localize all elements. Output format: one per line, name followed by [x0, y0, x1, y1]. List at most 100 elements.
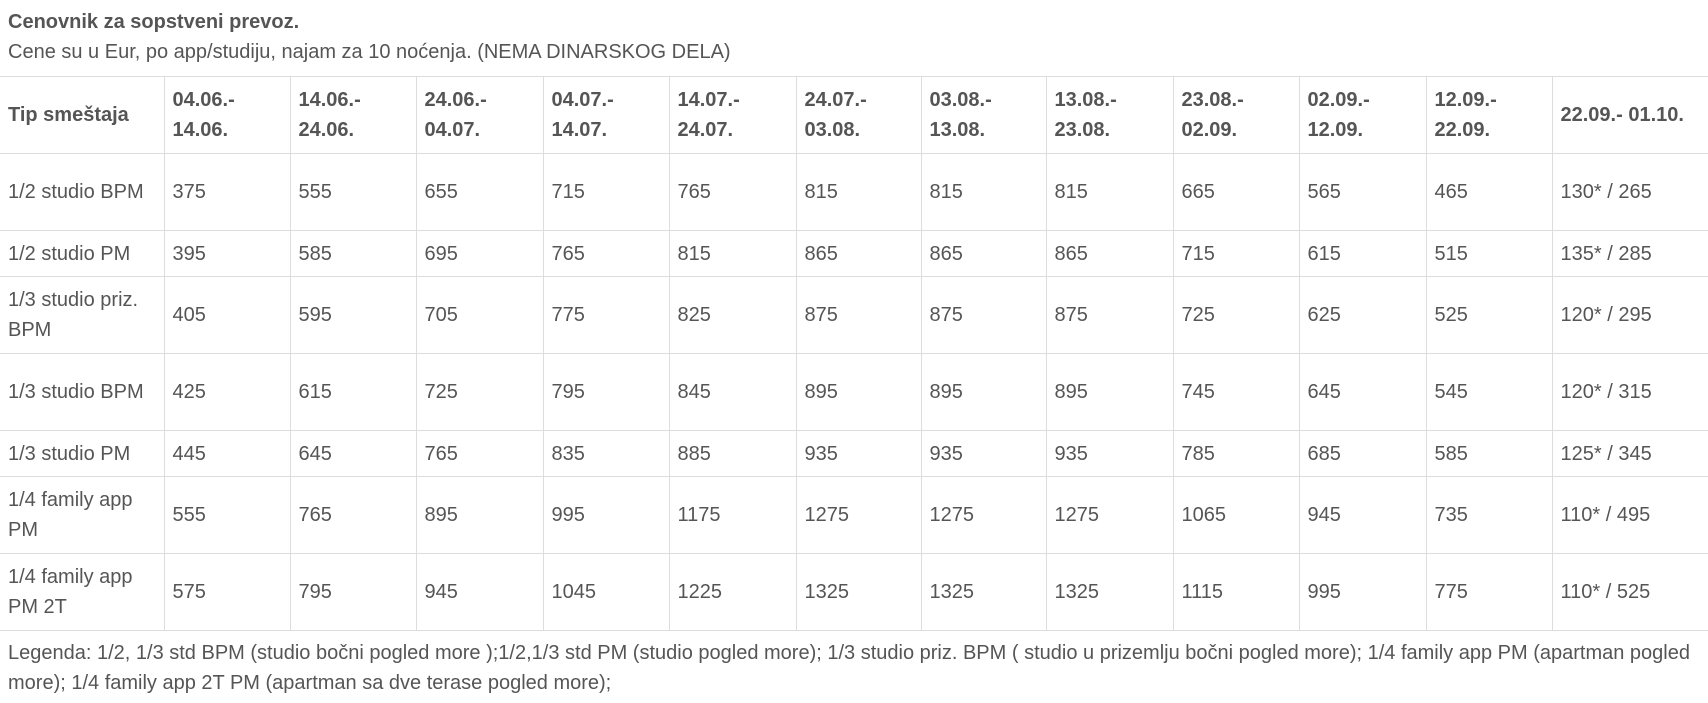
price-cell: 745 [1172, 353, 1300, 431]
price-cell: 705 [415, 276, 544, 354]
price-cell: 135* / 285 [1551, 230, 1708, 277]
price-cell: 715 [1172, 230, 1300, 277]
table-row: 1/4 family app PM 2T 575 795 945 1045 1225 132… [0, 553, 1708, 631]
row-label: 1/3 studio PM [0, 430, 165, 477]
price-cell: 130* / 265 [1551, 153, 1708, 231]
price-cell: 895 [415, 476, 544, 554]
price-cell: 110* / 525 [1551, 553, 1708, 631]
price-cell: 815 [920, 153, 1047, 231]
price-cell: 405 [163, 276, 291, 354]
header-cell: 04.06.- 14.06. [163, 76, 291, 154]
price-cell: 545 [1425, 353, 1553, 431]
price-cell: 1225 [668, 553, 797, 631]
header-row: Tip smeštaja 04.06.- 14.06. 14.06.- 24.06.… [0, 76, 1708, 154]
price-cell: 895 [795, 353, 922, 431]
price-cell: 1065 [1172, 476, 1300, 554]
price-cell: 645 [289, 430, 417, 477]
header-cell: 03.08.- 13.08. [920, 76, 1047, 154]
price-cell: 865 [1045, 230, 1174, 277]
price-cell: 865 [920, 230, 1047, 277]
price-cell: 895 [920, 353, 1047, 431]
header-cell: 22.09.- 01.10. [1551, 76, 1708, 154]
price-cell: 875 [1045, 276, 1174, 354]
price-cell: 595 [289, 276, 417, 354]
table-row: 1/4 family app PM 555 765 895 995 1175 1275 127… [0, 476, 1708, 554]
price-cell: 775 [1425, 553, 1553, 631]
price-cell: 375 [163, 153, 291, 231]
table-row: 1/3 studio BPM 425 615 725 795 845 895 895 895 74… [0, 353, 1708, 431]
price-cell: 565 [1298, 153, 1427, 231]
row-label: 1/4 family app PM [0, 476, 165, 554]
price-cell: 715 [542, 153, 670, 231]
price-cell: 875 [920, 276, 1047, 354]
price-cell: 1275 [920, 476, 1047, 554]
price-cell: 1175 [668, 476, 797, 554]
price-cell: 125* / 345 [1551, 430, 1708, 477]
header-cell: Tip smeštaja [0, 76, 165, 154]
price-cell: 815 [668, 230, 797, 277]
price-cell: 1045 [542, 553, 670, 631]
price-cell: 775 [542, 276, 670, 354]
price-cell: 995 [1298, 553, 1427, 631]
header-cell: 14.06.- 24.06. [289, 76, 417, 154]
price-cell: 825 [668, 276, 797, 354]
table-row: 1/3 studio PM 445 645 765 835 885 935 935 935 785… [0, 430, 1708, 477]
price-cell: 1275 [795, 476, 922, 554]
price-cell: 935 [1045, 430, 1174, 477]
price-cell: 120* / 295 [1551, 276, 1708, 354]
price-cell: 1325 [1045, 553, 1174, 631]
price-cell: 515 [1425, 230, 1553, 277]
price-cell: 555 [163, 476, 291, 554]
price-cell: 795 [289, 553, 417, 631]
price-cell: 575 [163, 553, 291, 631]
price-cell: 935 [920, 430, 1047, 477]
price-cell: 695 [415, 230, 544, 277]
table-row: 1/2 studio PM 395 585 695 765 815 865 865 865 715… [0, 230, 1708, 277]
price-cell: 1275 [1045, 476, 1174, 554]
row-label: 1/3 studio priz. BPM [0, 276, 165, 354]
price-cell: 625 [1298, 276, 1427, 354]
header-cell: 24.07.- 03.08. [795, 76, 922, 154]
price-cell: 615 [1298, 230, 1427, 277]
price-cell: 1325 [795, 553, 922, 631]
table-row: 1/3 studio priz. BPM 405 595 705 775 825 875 87… [0, 276, 1708, 354]
price-cell: 615 [289, 353, 417, 431]
price-cell: 735 [1425, 476, 1553, 554]
header-cell: 23.08.- 02.09. [1172, 76, 1300, 154]
row-label: 1/2 studio PM [0, 230, 165, 277]
row-label: 1/3 studio BPM [0, 353, 165, 431]
price-cell: 815 [1045, 153, 1174, 231]
header-cell: 13.08.- 23.08. [1045, 76, 1174, 154]
price-cell: 995 [542, 476, 670, 554]
price-cell: 785 [1172, 430, 1300, 477]
table-body: 1/2 studio BPM 375 555 655 715 765 815 815 815 66… [0, 153, 1708, 631]
header-cell: 24.06.- 04.07. [415, 76, 544, 154]
table-row: 1/2 studio BPM 375 555 655 715 765 815 815 815 66… [0, 153, 1708, 231]
price-cell: 1115 [1172, 553, 1300, 631]
price-cell: 445 [163, 430, 291, 477]
price-cell: 945 [415, 553, 544, 631]
header-cell: 14.07.- 24.07. [668, 76, 797, 154]
price-cell: 110* / 495 [1551, 476, 1708, 554]
price-cell: 555 [289, 153, 417, 231]
price-cell: 725 [1172, 276, 1300, 354]
price-cell: 665 [1172, 153, 1300, 231]
header-cell: 02.09.- 12.09. [1298, 76, 1427, 154]
legend: Legenda: 1/2, 1/3 std BPM (studio bočni … [8, 642, 1690, 694]
price-cell: 865 [795, 230, 922, 277]
price-cell: 875 [795, 276, 922, 354]
row-label: 1/4 family app PM 2T [0, 553, 165, 631]
price-cell: 845 [668, 353, 797, 431]
row-label: 1/2 studio BPM [0, 153, 165, 231]
price-cell: 795 [542, 353, 670, 431]
price-cell: 765 [668, 153, 797, 231]
price-cell: 885 [668, 430, 797, 477]
price-cell: 395 [163, 230, 291, 277]
title: Cenovnik za sopstveni prevoz. [8, 11, 300, 33]
price-cell: 425 [163, 353, 291, 431]
header-cell: 04.07.- 14.07. [542, 76, 670, 154]
price-cell: 1325 [920, 553, 1047, 631]
price-cell: 765 [542, 230, 670, 277]
price-cell: 945 [1298, 476, 1427, 554]
